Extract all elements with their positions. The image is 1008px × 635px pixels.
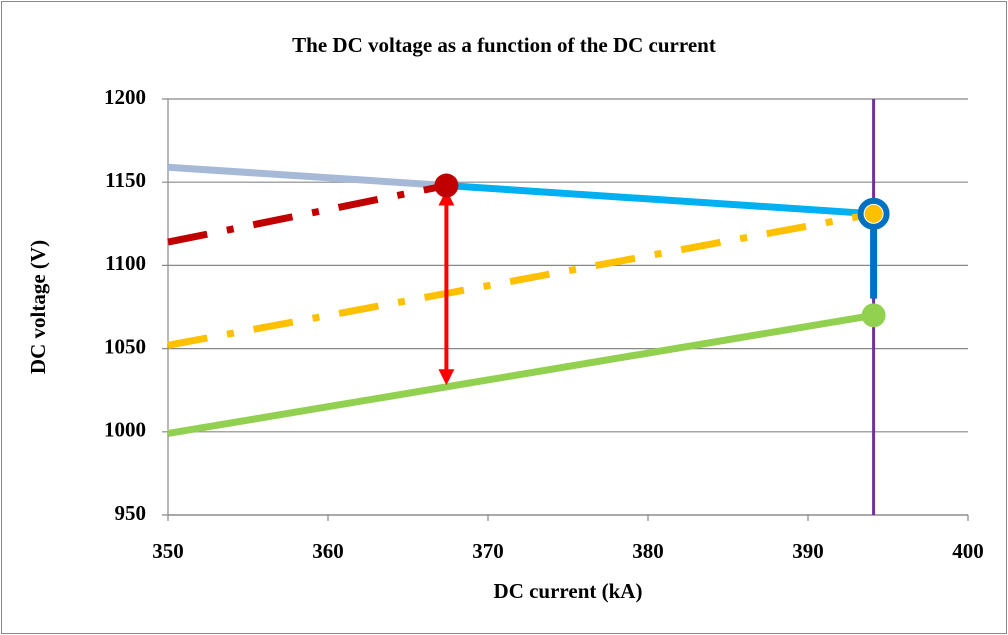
point-marker (861, 303, 886, 328)
x-tick-label: 400 (952, 539, 984, 563)
y-tick-label: 1100 (105, 251, 146, 275)
x-axis-label: DC current (kA) (494, 579, 643, 603)
series-line (446, 182, 874, 218)
series-line (167, 182, 448, 246)
point-marker (434, 173, 459, 198)
y-tick-label: 1000 (104, 418, 146, 442)
y-tick-label: 950 (115, 501, 147, 525)
x-tick-label: 390 (792, 539, 824, 563)
x-tick-label: 360 (312, 539, 344, 563)
x-tick-label: 350 (152, 539, 184, 563)
x-tick-label: 380 (632, 539, 664, 563)
series-line (167, 163, 447, 190)
series-line (167, 311, 875, 437)
series-line (167, 210, 875, 349)
y-tick-label: 1150 (105, 168, 146, 192)
point-marker (864, 204, 883, 223)
y-tick-label: 1200 (104, 85, 146, 109)
y-tick-label: 1050 (104, 334, 146, 358)
x-tick-label: 370 (472, 539, 504, 563)
y-axis-label: DC voltage (V) (26, 240, 50, 374)
chart-title: The DC voltage as a function of the DC c… (292, 33, 716, 57)
